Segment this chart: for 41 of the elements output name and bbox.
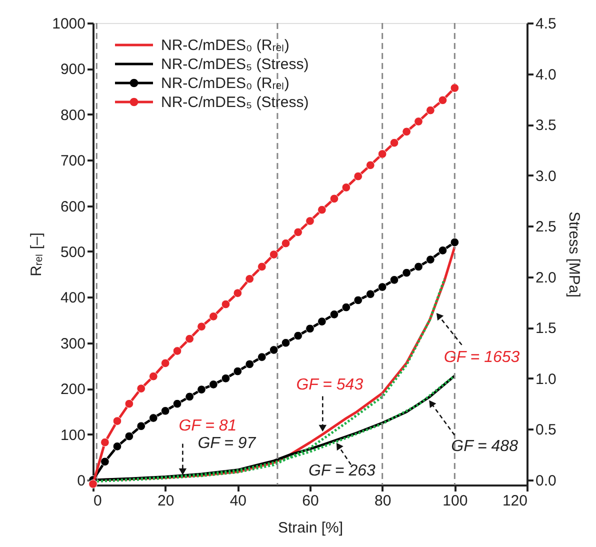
x-tick-label: 20 [157, 492, 174, 510]
y-tick-label: 700 [60, 152, 86, 170]
annotation: GF = 263 [308, 462, 376, 480]
y2-tick-label: 0.0 [536, 472, 556, 490]
x-tick-label: 60 [302, 492, 319, 510]
y-tick-label: 300 [60, 335, 86, 352]
y2-tick-label: 1.0 [536, 370, 556, 388]
x-tick-label: 120 [502, 492, 528, 510]
annotation: GF = 488 [451, 438, 518, 456]
y-tick-label: 200 [60, 381, 86, 398]
legend-label: NR-C/mDES₀ (Rᵣₑₗ) [161, 37, 290, 54]
annotation: GF = 81 [178, 418, 237, 435]
x-tick-label: 0 [94, 492, 102, 510]
legend-label: NR-C/mDES₀ (Rᵣₑₗ) [161, 75, 290, 92]
y2-axis-title: Stress [MPa] [565, 212, 582, 298]
x-tick-label: 40 [230, 492, 247, 510]
y2-tick-label: 4.0 [536, 66, 556, 84]
y-tick-label: 600 [60, 198, 86, 216]
y2-tick-label: 1.5 [536, 320, 556, 338]
x-tick-label: 100 [442, 492, 468, 510]
y2-tick-label: 3.5 [536, 117, 556, 134]
y-tick-label: 100 [60, 426, 86, 444]
annotation: GF = 1653 [444, 348, 520, 366]
annotation: GF = 97 [198, 434, 257, 452]
y2-tick-label: 2.5 [536, 218, 556, 236]
y-tick-label: 0 [77, 472, 86, 490]
y2-tick-label: 0.5 [536, 422, 556, 439]
x-tick-label: 80 [374, 492, 392, 510]
y-tick-label: 900 [60, 61, 86, 78]
y-axis-title: Rᵣₑₗ [–] [28, 232, 46, 276]
y-tick-label: 500 [60, 244, 86, 261]
y2-tick-label: 3.0 [536, 168, 556, 185]
y-tick-label: 800 [60, 106, 86, 124]
y2-tick-label: 4.5 [536, 16, 556, 32]
y2-tick-label: 2.0 [536, 269, 556, 286]
x-axis-title: Strain [%] [278, 520, 344, 536]
y-tick-label: 1000 [52, 16, 86, 32]
legend-label: NR-C/mDES₅ (Stress) [161, 56, 309, 73]
annotation: GF = 543 [296, 376, 364, 394]
legend-label: NR-C/mDES₅ (Stress) [161, 94, 309, 111]
y-tick-label: 400 [60, 290, 86, 307]
